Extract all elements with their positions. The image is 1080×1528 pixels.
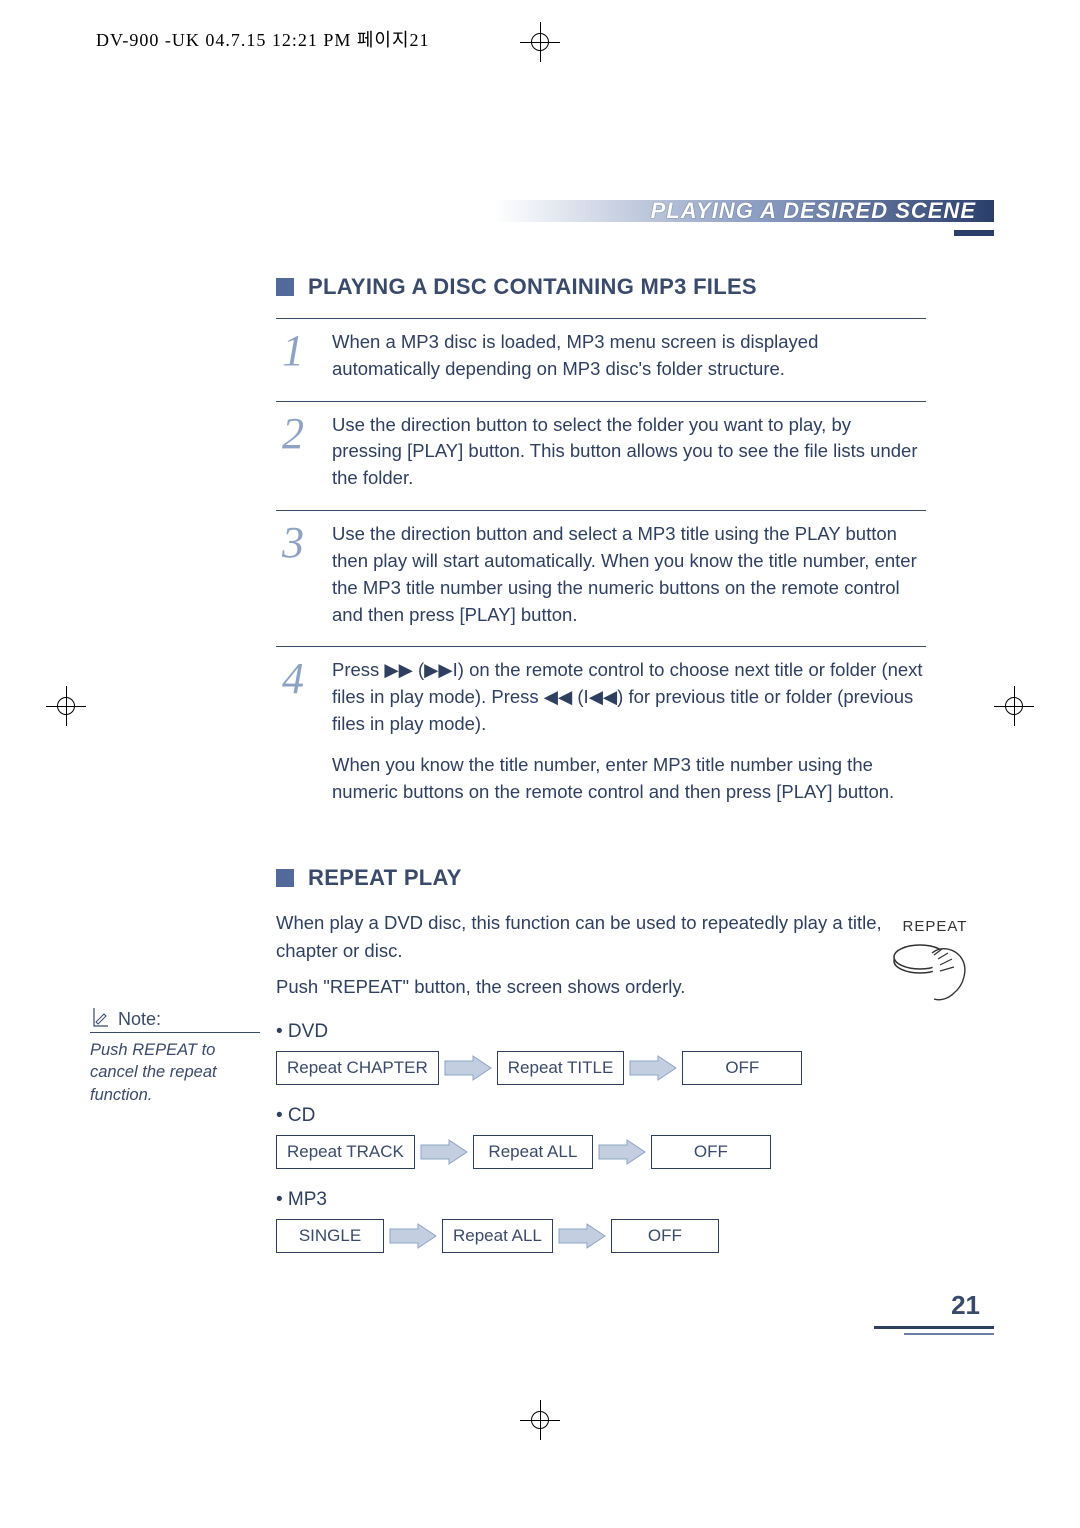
section2-heading: REPEAT PLAY <box>308 865 462 891</box>
crop-mark-bottom <box>520 1400 560 1440</box>
arrow-icon <box>624 1053 682 1083</box>
step-number: 4 <box>276 657 310 805</box>
crop-mark-top <box>520 22 560 62</box>
repeat-label: REPEAT <box>890 918 980 935</box>
crop-mark-left <box>46 686 86 726</box>
flow-box: Repeat ALL <box>442 1219 553 1253</box>
flow-box: Repeat TITLE <box>497 1051 625 1085</box>
repeat-button-illustration: REPEAT <box>890 918 980 1013</box>
step-4: 4 Press ▶▶ (▶▶I) on the remote control t… <box>276 646 926 805</box>
step-1: 1 When a MP3 disc is loaded, MP3 menu sc… <box>276 318 926 383</box>
flow-box: OFF <box>682 1051 802 1085</box>
arrow-icon <box>439 1053 497 1083</box>
mp3-flow: SINGLE Repeat ALL OFF <box>276 1219 926 1253</box>
cd-label: • CD <box>276 1105 926 1127</box>
flow-box: OFF <box>651 1135 771 1169</box>
repeat-intro-1: When play a DVD disc, this function can … <box>276 909 926 965</box>
flow-box: Repeat CHAPTER <box>276 1051 439 1085</box>
section1-heading: PLAYING A DISC CONTAINING MP3 FILES <box>308 274 757 300</box>
square-bullet-icon <box>276 869 294 887</box>
crop-mark-right <box>994 686 1034 726</box>
section2-heading-row: REPEAT PLAY <box>276 865 926 891</box>
arrow-icon <box>593 1137 651 1167</box>
step-text: When you know the title number, enter MP… <box>332 752 926 806</box>
flow-box: OFF <box>611 1219 719 1253</box>
arrow-icon <box>384 1221 442 1251</box>
arrow-icon <box>553 1221 611 1251</box>
step-text: When a MP3 disc is loaded, MP3 menu scre… <box>332 329 926 383</box>
page-number-decoration <box>874 1326 994 1335</box>
step-text: Use the direction button and select a MP… <box>332 521 926 628</box>
step-text: Use the direction button to select the f… <box>332 412 926 492</box>
margin-note: Note: Push REPEAT to cancel the repeat f… <box>90 1006 260 1106</box>
banner-title: PLAYING A DESIRED SCENE <box>651 198 976 224</box>
step-number: 1 <box>276 329 310 383</box>
step-3: 3 Use the direction button and select a … <box>276 510 926 628</box>
note-body: Push REPEAT to cancel the repeat functio… <box>90 1039 260 1106</box>
step-text: Press ▶▶ (▶▶I) on the remote control to … <box>332 657 926 737</box>
flow-box: Repeat TRACK <box>276 1135 415 1169</box>
pencil-icon <box>90 1006 112 1030</box>
mp3-label: • MP3 <box>276 1189 926 1211</box>
repeat-intro-2: Push "REPEAT" button, the screen shows o… <box>276 973 926 1001</box>
dvd-flow: Repeat CHAPTER Repeat TITLE OFF <box>276 1051 926 1085</box>
step-2: 2 Use the direction button to select the… <box>276 401 926 492</box>
dvd-label: • DVD <box>276 1021 926 1043</box>
square-bullet-icon <box>276 278 294 296</box>
arrow-icon <box>415 1137 473 1167</box>
step-number: 3 <box>276 521 310 628</box>
hand-press-icon <box>890 939 980 1009</box>
section-banner: PLAYING A DESIRED SCENE <box>86 190 994 238</box>
note-heading: Note: <box>118 1009 161 1030</box>
flow-box: SINGLE <box>276 1219 384 1253</box>
page-number: 21 <box>951 1290 980 1321</box>
cd-flow: Repeat TRACK Repeat ALL OFF <box>276 1135 926 1169</box>
section1-heading-row: PLAYING A DISC CONTAINING MP3 FILES <box>276 274 926 300</box>
flow-box: Repeat ALL <box>473 1135 593 1169</box>
print-header: DV-900 -UK 04.7.15 12:21 PM 페이지21 <box>96 26 430 52</box>
step-number: 2 <box>276 412 310 492</box>
